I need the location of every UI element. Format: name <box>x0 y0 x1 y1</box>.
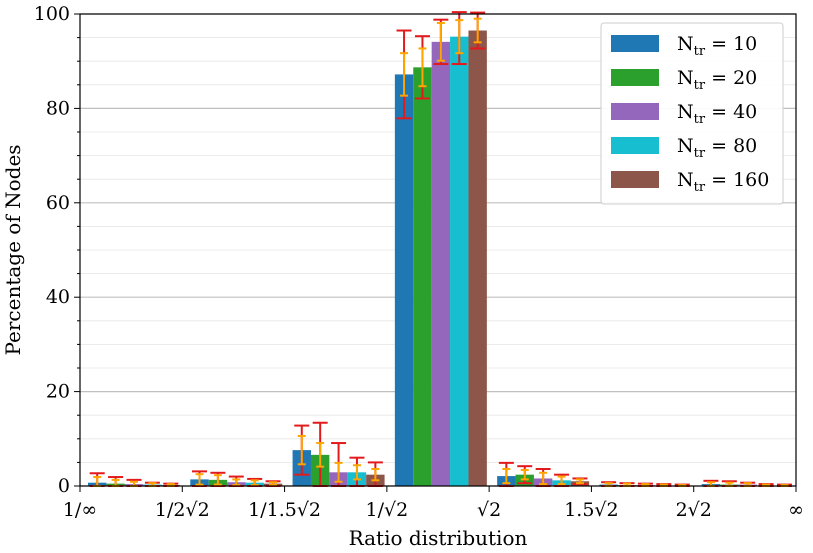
legend-label: Ntr = 80 <box>677 135 757 161</box>
y-tick-label: 40 <box>46 286 70 308</box>
bar-3-2 <box>431 41 451 487</box>
x-tick-label: ∞ <box>788 499 804 521</box>
legend-label: Ntr = 160 <box>677 169 769 195</box>
legend-swatch <box>611 137 659 154</box>
legend-swatch <box>611 69 659 86</box>
legend-box <box>600 22 784 205</box>
y-tick-label: 100 <box>34 3 70 25</box>
x-tick-label: 1/1.5√2 <box>248 499 321 521</box>
x-tick-label: 1.5√2 <box>564 499 618 521</box>
y-tick-label: 0 <box>58 475 70 497</box>
x-tick-label: 1/√2 <box>366 499 409 521</box>
legend-swatch <box>611 103 659 120</box>
legend-swatch <box>611 35 659 52</box>
x-tick-label: 1/2√2 <box>155 499 210 521</box>
bar-3-4 <box>468 30 487 487</box>
bar-3-3 <box>450 36 469 486</box>
x-tick-label: 1/∞ <box>63 499 97 521</box>
y-tick-label: 60 <box>46 192 70 214</box>
y-axis-title: Percentage of Nodes <box>1 144 25 355</box>
x-tick-label: 2√2 <box>676 499 712 521</box>
legend-label: Ntr = 40 <box>677 101 757 127</box>
x-tick-label: √2 <box>477 499 501 521</box>
y-tick-label: 80 <box>46 97 70 119</box>
x-axis-title: Ratio distribution <box>349 526 528 550</box>
y-tick-label: 20 <box>46 381 70 403</box>
legend: Ntr = 10 Ntr = 20 Ntr = 40 Ntr = 80 Ntr = 16… <box>600 22 784 205</box>
legend-label: Ntr = 10 <box>677 33 757 59</box>
bar-3-0 <box>394 74 414 486</box>
legend-label: Ntr = 20 <box>677 67 757 93</box>
legend-swatch <box>611 171 659 188</box>
bar-3-1 <box>413 67 432 486</box>
axis-ticks: 0 20 40 60 80 100 1/∞ 1/2√2 1/1.5√2 1/√2 √2 1.5√2 2√… <box>34 3 804 521</box>
